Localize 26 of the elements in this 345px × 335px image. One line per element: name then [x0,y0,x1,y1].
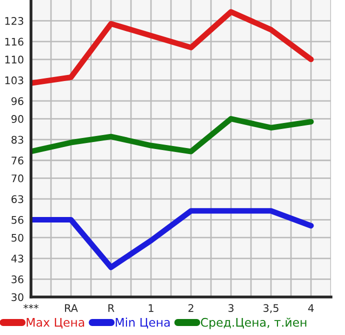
x-tick-label: *** [24,304,38,309]
y-tick-label: 123 [5,17,24,25]
x-tick-label: R [108,304,114,312]
y-tick-label: 30 [12,293,24,302]
x-tick-label: 2 [188,304,194,312]
y-tick-label: 56 [12,216,24,224]
legend-label: Max Цена [26,318,84,328]
x-tick-label: 4 [308,304,314,312]
y-tick-label: 90 [11,115,24,123]
y-tick-label: 110 [5,56,24,64]
y-tick-label: 116 [5,38,24,46]
y-tick-label: 43 [11,254,24,262]
legend-label: Сред.Цена, т.йен [200,318,306,330]
y-tick-label: 103 [5,76,24,84]
x-tick-label: RA [65,304,78,312]
y-tick-label: 70 [12,174,24,182]
x-tick-label: 3 [228,304,234,312]
y-tick-label: 83 [12,136,24,144]
y-tick-label: 63 [12,195,24,204]
y-tick-label: 76 [12,156,24,164]
y-tick-label: 50 [12,234,24,242]
y-tick-label: 36 [12,275,24,284]
legend-label: Min Цена [116,318,170,328]
y-tick-label: 96 [11,97,24,106]
x-tick-label: 1 [148,304,154,312]
x-tick-label: 3,5 [264,304,278,314]
